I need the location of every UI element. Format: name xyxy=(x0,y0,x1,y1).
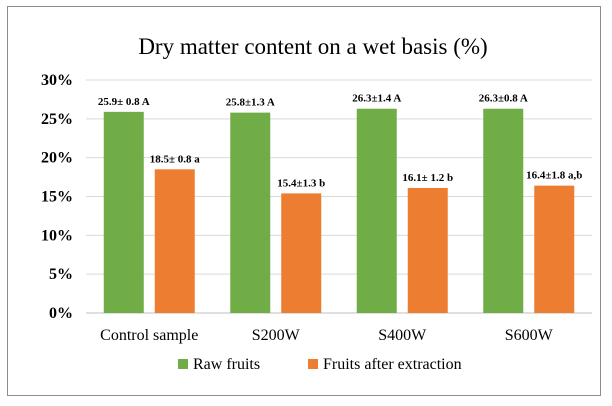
chart-title: Dry matter content on a wet basis (%) xyxy=(138,34,487,59)
data-labels: 25.9± 0.8 A 18.5± 0.8 a 25.8±1.3 A 15.4±1.3… xyxy=(98,93,583,190)
y-tick-label: 25% xyxy=(41,111,73,128)
bar-fruits-after-extraction xyxy=(534,185,575,313)
data-label: 16.4±1.8 a,b xyxy=(526,170,582,182)
x-category-label: Control sample xyxy=(100,327,198,344)
y-tick-label: 15% xyxy=(41,189,73,206)
bar-raw-fruits xyxy=(103,111,144,314)
y-tick-label: 10% xyxy=(41,227,73,244)
x-category-label: S200W xyxy=(252,327,301,344)
data-label: 25.8±1.3 A xyxy=(226,97,275,109)
y-axis-ticks: 0% 5% 10% 15% 20% 25% 30% xyxy=(41,72,73,322)
data-label: 25.9± 0.8 A xyxy=(98,96,150,108)
bar-raw-fruits xyxy=(483,108,524,313)
bar-fruits-after-extraction xyxy=(407,187,448,313)
bar-raw-fruits xyxy=(356,108,397,313)
data-label: 26.3±1.4 A xyxy=(352,93,401,105)
chart-frame: Dry matter content on a wet basis (%) 0%… xyxy=(7,6,601,396)
data-label: 16.1± 1.2 b xyxy=(402,172,453,184)
bars xyxy=(103,108,575,314)
y-tick-label: 0% xyxy=(49,305,73,322)
x-category-label: S600W xyxy=(505,327,554,344)
data-label: 15.4±1.3 b xyxy=(277,177,325,189)
chart-svg: Dry matter content on a wet basis (%) 0%… xyxy=(41,34,592,373)
legend-swatch xyxy=(178,359,188,369)
x-category-label: S400W xyxy=(378,327,427,344)
legend-label: Raw fruits xyxy=(193,356,260,373)
y-tick-label: 30% xyxy=(41,72,73,89)
data-label: 26.3±0.8 A xyxy=(479,93,528,105)
legend: Raw fruits Fruits after extraction xyxy=(178,356,462,373)
legend-swatch xyxy=(308,359,318,369)
bar-raw-fruits xyxy=(230,112,271,314)
data-label: 18.5± 0.8 a xyxy=(150,153,201,165)
y-tick-label: 20% xyxy=(41,150,73,167)
legend-label: Fruits after extraction xyxy=(323,356,462,373)
bar-fruits-after-extraction xyxy=(281,193,322,313)
y-tick-label: 5% xyxy=(49,266,73,283)
bar-fruits-after-extraction xyxy=(154,169,195,313)
x-axis-categories: Control sample S200W S400W S600W xyxy=(100,327,554,344)
